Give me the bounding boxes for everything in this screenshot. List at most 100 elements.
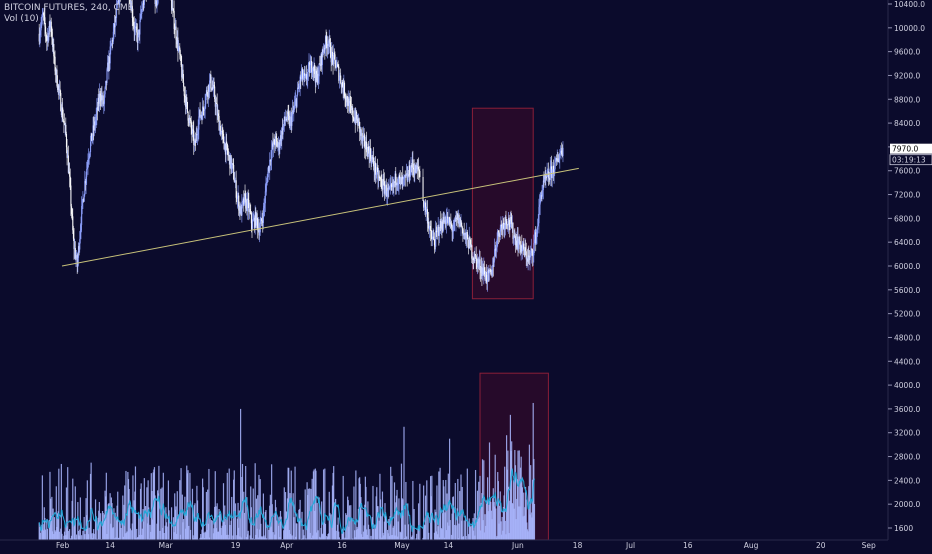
chart-legend: BITCOIN FUTURES, 240, CME Vol (10) <box>4 3 133 25</box>
volume-bar <box>135 466 136 539</box>
volume-bar <box>235 503 236 540</box>
price-axis-label: 8800.0 <box>894 95 920 104</box>
price-candle <box>86 169 87 177</box>
volume-bar <box>47 529 48 540</box>
time-axis-label: Mar <box>159 541 174 550</box>
volume-bar <box>227 473 228 540</box>
price-candle <box>106 69 107 83</box>
volume-bar <box>296 523 297 539</box>
volume-bar <box>84 534 85 540</box>
volume-bar <box>390 467 391 540</box>
volume-bar <box>350 505 351 540</box>
volume-bar <box>229 525 230 540</box>
time-axis-label: Feb <box>56 541 70 550</box>
volume-bar <box>163 533 164 540</box>
volume-bar <box>377 506 378 540</box>
volume-bar <box>351 518 352 540</box>
volume-bar <box>315 471 316 540</box>
volume-bar <box>403 427 404 540</box>
volume-bar <box>455 525 456 540</box>
volume-bar <box>124 485 125 539</box>
volume-bar <box>534 504 535 540</box>
volume-bar <box>396 490 397 540</box>
price-candle <box>187 102 188 112</box>
volume-bar <box>168 510 169 540</box>
volume-bar <box>99 502 100 540</box>
volume-bar <box>75 486 76 540</box>
volume-bar <box>310 489 311 540</box>
volume-bar <box>336 531 337 540</box>
volume-bar <box>179 480 180 540</box>
volume-bar <box>475 470 476 540</box>
price-candle <box>419 171 420 177</box>
price-axis-label: 3600.0 <box>894 405 920 414</box>
volume-bar <box>414 509 415 540</box>
time-axis-label: Jun <box>511 541 524 550</box>
price-candle <box>439 234 440 236</box>
price-axis-label: 10400.0 <box>894 0 925 9</box>
legend-indicator: Vol (10) <box>4 14 133 25</box>
time-axis-label: 18 <box>573 541 583 550</box>
volume-bar <box>419 484 420 540</box>
volume-bar <box>381 516 382 540</box>
volume-bar <box>355 470 356 539</box>
volume-bar <box>416 534 417 540</box>
time-axis-label: Apr <box>280 541 294 550</box>
price-axis-label: 5600.0 <box>894 286 920 295</box>
volume-bar <box>76 535 77 540</box>
volume-bar <box>495 508 496 539</box>
volume-bar <box>464 521 465 540</box>
volume-bar <box>276 520 277 539</box>
volume-bar <box>190 530 191 540</box>
volume-bar <box>343 532 344 540</box>
volume-bar <box>467 469 468 540</box>
volume-bar <box>72 479 73 540</box>
volume-bar <box>80 497 81 539</box>
price-candle <box>210 75 211 89</box>
price-candle <box>555 160 556 163</box>
price-axis-label: 2800.0 <box>894 453 920 462</box>
volume-bar <box>291 535 292 539</box>
volume-bar <box>391 476 392 540</box>
volume-bar <box>100 513 101 540</box>
volume-bar <box>305 489 306 539</box>
price-axis-label: 7200.0 <box>894 191 920 200</box>
price-candle <box>144 0 145 5</box>
price-axis-label: 4000.0 <box>894 381 920 390</box>
price-candle <box>359 118 360 122</box>
time-axis-label: 20 <box>816 541 826 550</box>
volume-bar <box>483 460 484 540</box>
price-axis-label: 1600 <box>894 524 913 533</box>
price-axis-label: 6000.0 <box>894 262 920 271</box>
volume-bar <box>406 536 407 539</box>
volume-bar <box>106 473 107 540</box>
time-axis-label: 14 <box>444 541 454 550</box>
volume-bar <box>253 489 254 540</box>
price-axis-label: 4800.0 <box>894 333 920 342</box>
volume-bar <box>418 503 419 540</box>
price-axis-label: 5200.0 <box>894 310 920 319</box>
volume-bar <box>394 482 395 540</box>
volume-bar <box>279 517 280 540</box>
time-axis-label: 16 <box>683 541 693 550</box>
volume-bar <box>188 526 189 540</box>
time-axis-label: 14 <box>105 541 115 550</box>
volume-bar <box>248 531 249 540</box>
time-axis-label: 16 <box>337 541 347 550</box>
price-candle <box>252 220 253 228</box>
legend-title: BITCOIN FUTURES, 240, CME <box>4 3 133 14</box>
price-candle <box>223 134 224 143</box>
price-axis-label: 3200.0 <box>894 429 920 438</box>
volume-bar <box>370 536 371 540</box>
volume-bar <box>45 530 46 540</box>
price-candle <box>186 97 187 102</box>
volume-bar <box>436 485 437 539</box>
volume-bar <box>180 468 181 540</box>
volume-bar <box>68 531 69 540</box>
volume-bar <box>294 467 295 540</box>
price-axis-label: 8400.0 <box>894 119 920 128</box>
volume-bar <box>89 528 90 540</box>
